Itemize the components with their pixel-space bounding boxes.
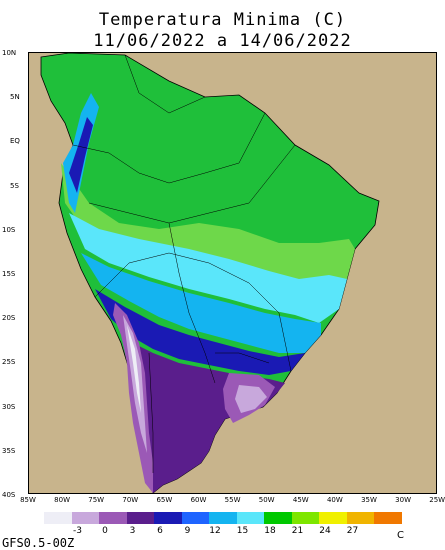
lat-label: 5S [10,181,19,190]
lat-label: EQ [10,137,20,146]
legend-tick: 3 [129,526,136,536]
lat-label: 25S [2,358,16,367]
lat-label: 35S [2,446,16,455]
legend-tick: 24 [319,526,331,536]
legend-swatch [291,512,319,524]
color-legend [44,512,402,524]
legend-swatch [154,512,182,524]
legend-swatch [374,512,402,524]
legend-swatch [264,512,292,524]
lat-label: 20S [2,314,16,323]
map-title: Temperatura Minima (C) [98,10,347,30]
lon-label: 25W [429,496,445,504]
legend-swatch [346,512,374,524]
lon-label: 50W [258,496,275,504]
country-borders [72,54,296,473]
lat-label: 10S [2,225,16,234]
map-canvas [40,53,380,493]
legend-tick: 21 [291,526,304,536]
model-footer: GFS0.5-00Z [2,536,75,550]
lon-label: 35W [361,496,377,504]
legend-tick: 12 [209,526,221,536]
legend-swatch [99,512,127,524]
legend-tick: 18 [264,526,276,536]
legend-swatch [71,512,99,524]
lon-label: 45W [292,496,309,504]
lat-label: 10N [2,49,17,57]
temperature-map [28,52,437,494]
lon-label: 70W [122,496,139,504]
legend-swatch [181,512,209,524]
lon-label: 65W [156,496,173,504]
legend-swatch [44,512,72,524]
lat-label: 40S [2,491,16,499]
legend-swatch [209,512,237,524]
legend-tick: 6 [157,526,163,536]
lon-label: 30W [395,496,412,504]
lon-label: 60W [190,496,207,504]
lat-label: 30S [2,402,16,411]
lat-label: 15S [2,270,16,278]
lon-label: 75W [88,496,105,504]
lat-label: 5N [10,93,20,102]
legend-swatch [126,512,154,524]
lon-label: 40W [326,496,343,504]
legend-swatch [236,512,264,524]
legend-tick: 0 [102,526,108,536]
legend-unit: C [397,530,404,541]
lon-label: 85W [20,496,36,504]
legend-tick: 15 [236,526,249,536]
legend-tick: 9 [184,526,191,536]
lon-label: 80W [54,496,71,504]
lon-label: 55W [224,496,241,504]
legend-swatch [319,512,347,524]
legend-tick: 27 [346,526,359,536]
legend-tick: -3 [73,526,82,536]
date-range: 11/06/2022 a 14/06/2022 [93,31,352,51]
